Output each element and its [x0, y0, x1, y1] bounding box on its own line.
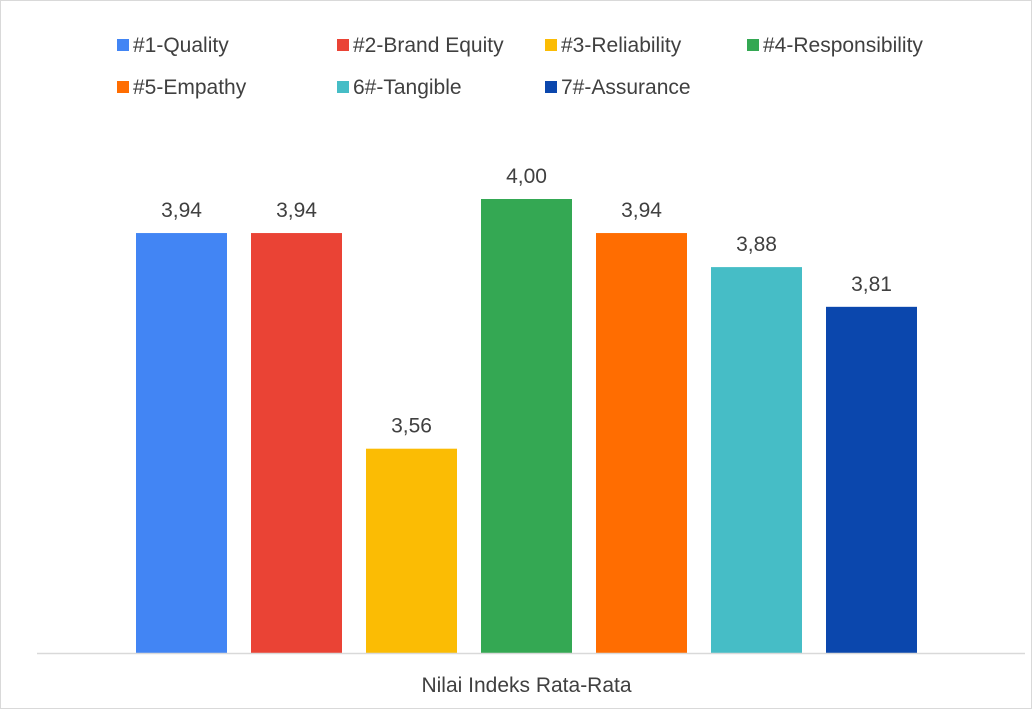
bar-group — [136, 199, 917, 654]
legend-label: #3-Reliability — [561, 34, 682, 57]
legend-label: #1-Quality — [133, 34, 229, 57]
legend-label: #5-Empathy — [133, 76, 247, 99]
legend-item: #1-Quality — [117, 34, 229, 57]
data-label: 3,88 — [736, 233, 777, 256]
legend-label: 7#-Assurance — [561, 76, 691, 99]
data-labels: 3,94 3,94 3,56 4,00 3,94 3,88 3,81 — [161, 165, 892, 438]
legend-item: #2-Brand Equity — [337, 34, 504, 57]
category-labels: Nilai Indeks Rata-Rata — [421, 674, 631, 697]
data-label: 3,81 — [851, 273, 892, 296]
data-label: 4,00 — [506, 165, 547, 188]
legend-item: #4-Responsibility — [747, 34, 923, 57]
legend-swatch — [117, 81, 129, 93]
legend-swatch — [337, 81, 349, 93]
legend-swatch — [747, 39, 759, 51]
bar — [251, 233, 342, 654]
legend-label: #4-Responsibility — [763, 34, 923, 57]
legend-item: 7#-Assurance — [545, 76, 691, 99]
legend-swatch — [545, 81, 557, 93]
bar — [366, 448, 457, 653]
bar — [826, 306, 917, 653]
legend-swatch — [545, 39, 557, 51]
legend-label: 6#-Tangible — [353, 76, 462, 99]
x-tick-label: Nilai Indeks Rata-Rata — [421, 674, 631, 697]
legend-label: #2-Brand Equity — [353, 34, 504, 57]
data-label: 3,94 — [621, 199, 662, 222]
data-label: 3,56 — [391, 415, 432, 438]
legend: #1-Quality #2-Brand Equity #3-Reliability #… — [117, 34, 923, 99]
legend-item: 6#-Tangible — [337, 76, 462, 99]
legend-item: #3-Reliability — [545, 34, 682, 57]
legend-item: #5-Empathy — [117, 76, 247, 99]
bar — [596, 233, 687, 654]
bar — [136, 233, 227, 654]
data-label: 3,94 — [161, 199, 202, 222]
bar — [711, 267, 802, 653]
data-label: 3,94 — [276, 199, 317, 222]
bar — [481, 199, 572, 653]
legend-swatch — [117, 39, 129, 51]
legend-swatch — [337, 39, 349, 51]
